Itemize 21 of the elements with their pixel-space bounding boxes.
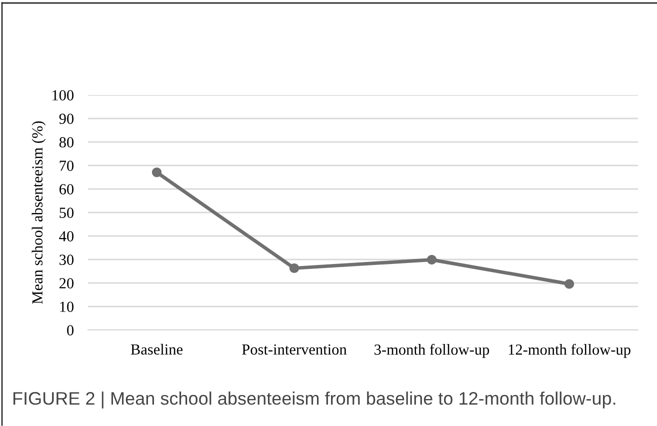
y-tick-label: 50 [60,208,74,218]
y-tick-label: 10 [60,302,74,312]
caption: FIGURE 2 | Mean school absenteeism from baseline to 12-month follow-up. [13,392,616,408]
x-tick-label: 3-month follow-up [374,344,490,358]
x-tick-label: 12-month follow-up [508,344,630,358]
point [564,279,574,289]
y-tick-label: 20 [60,278,74,288]
x-tick-label: Baseline [130,344,183,355]
y-tick-label: 90 [59,114,74,124]
point [289,263,300,274]
y-tick-label: 40 [59,231,74,242]
y-tick-label: 70 [60,160,74,171]
x-tick-label: Post-intervention [242,344,347,355]
y-axis-title: Mean school absenteeism (%) [32,121,46,304]
y-tick-label: 0 [67,325,74,336]
y-tick-label: 60 [59,184,74,194]
point [152,167,162,178]
y-tick-label: 80 [59,137,74,148]
y-tick-label: 100 [52,90,74,100]
point [426,254,437,265]
y-tick-label: 30 [60,254,74,265]
